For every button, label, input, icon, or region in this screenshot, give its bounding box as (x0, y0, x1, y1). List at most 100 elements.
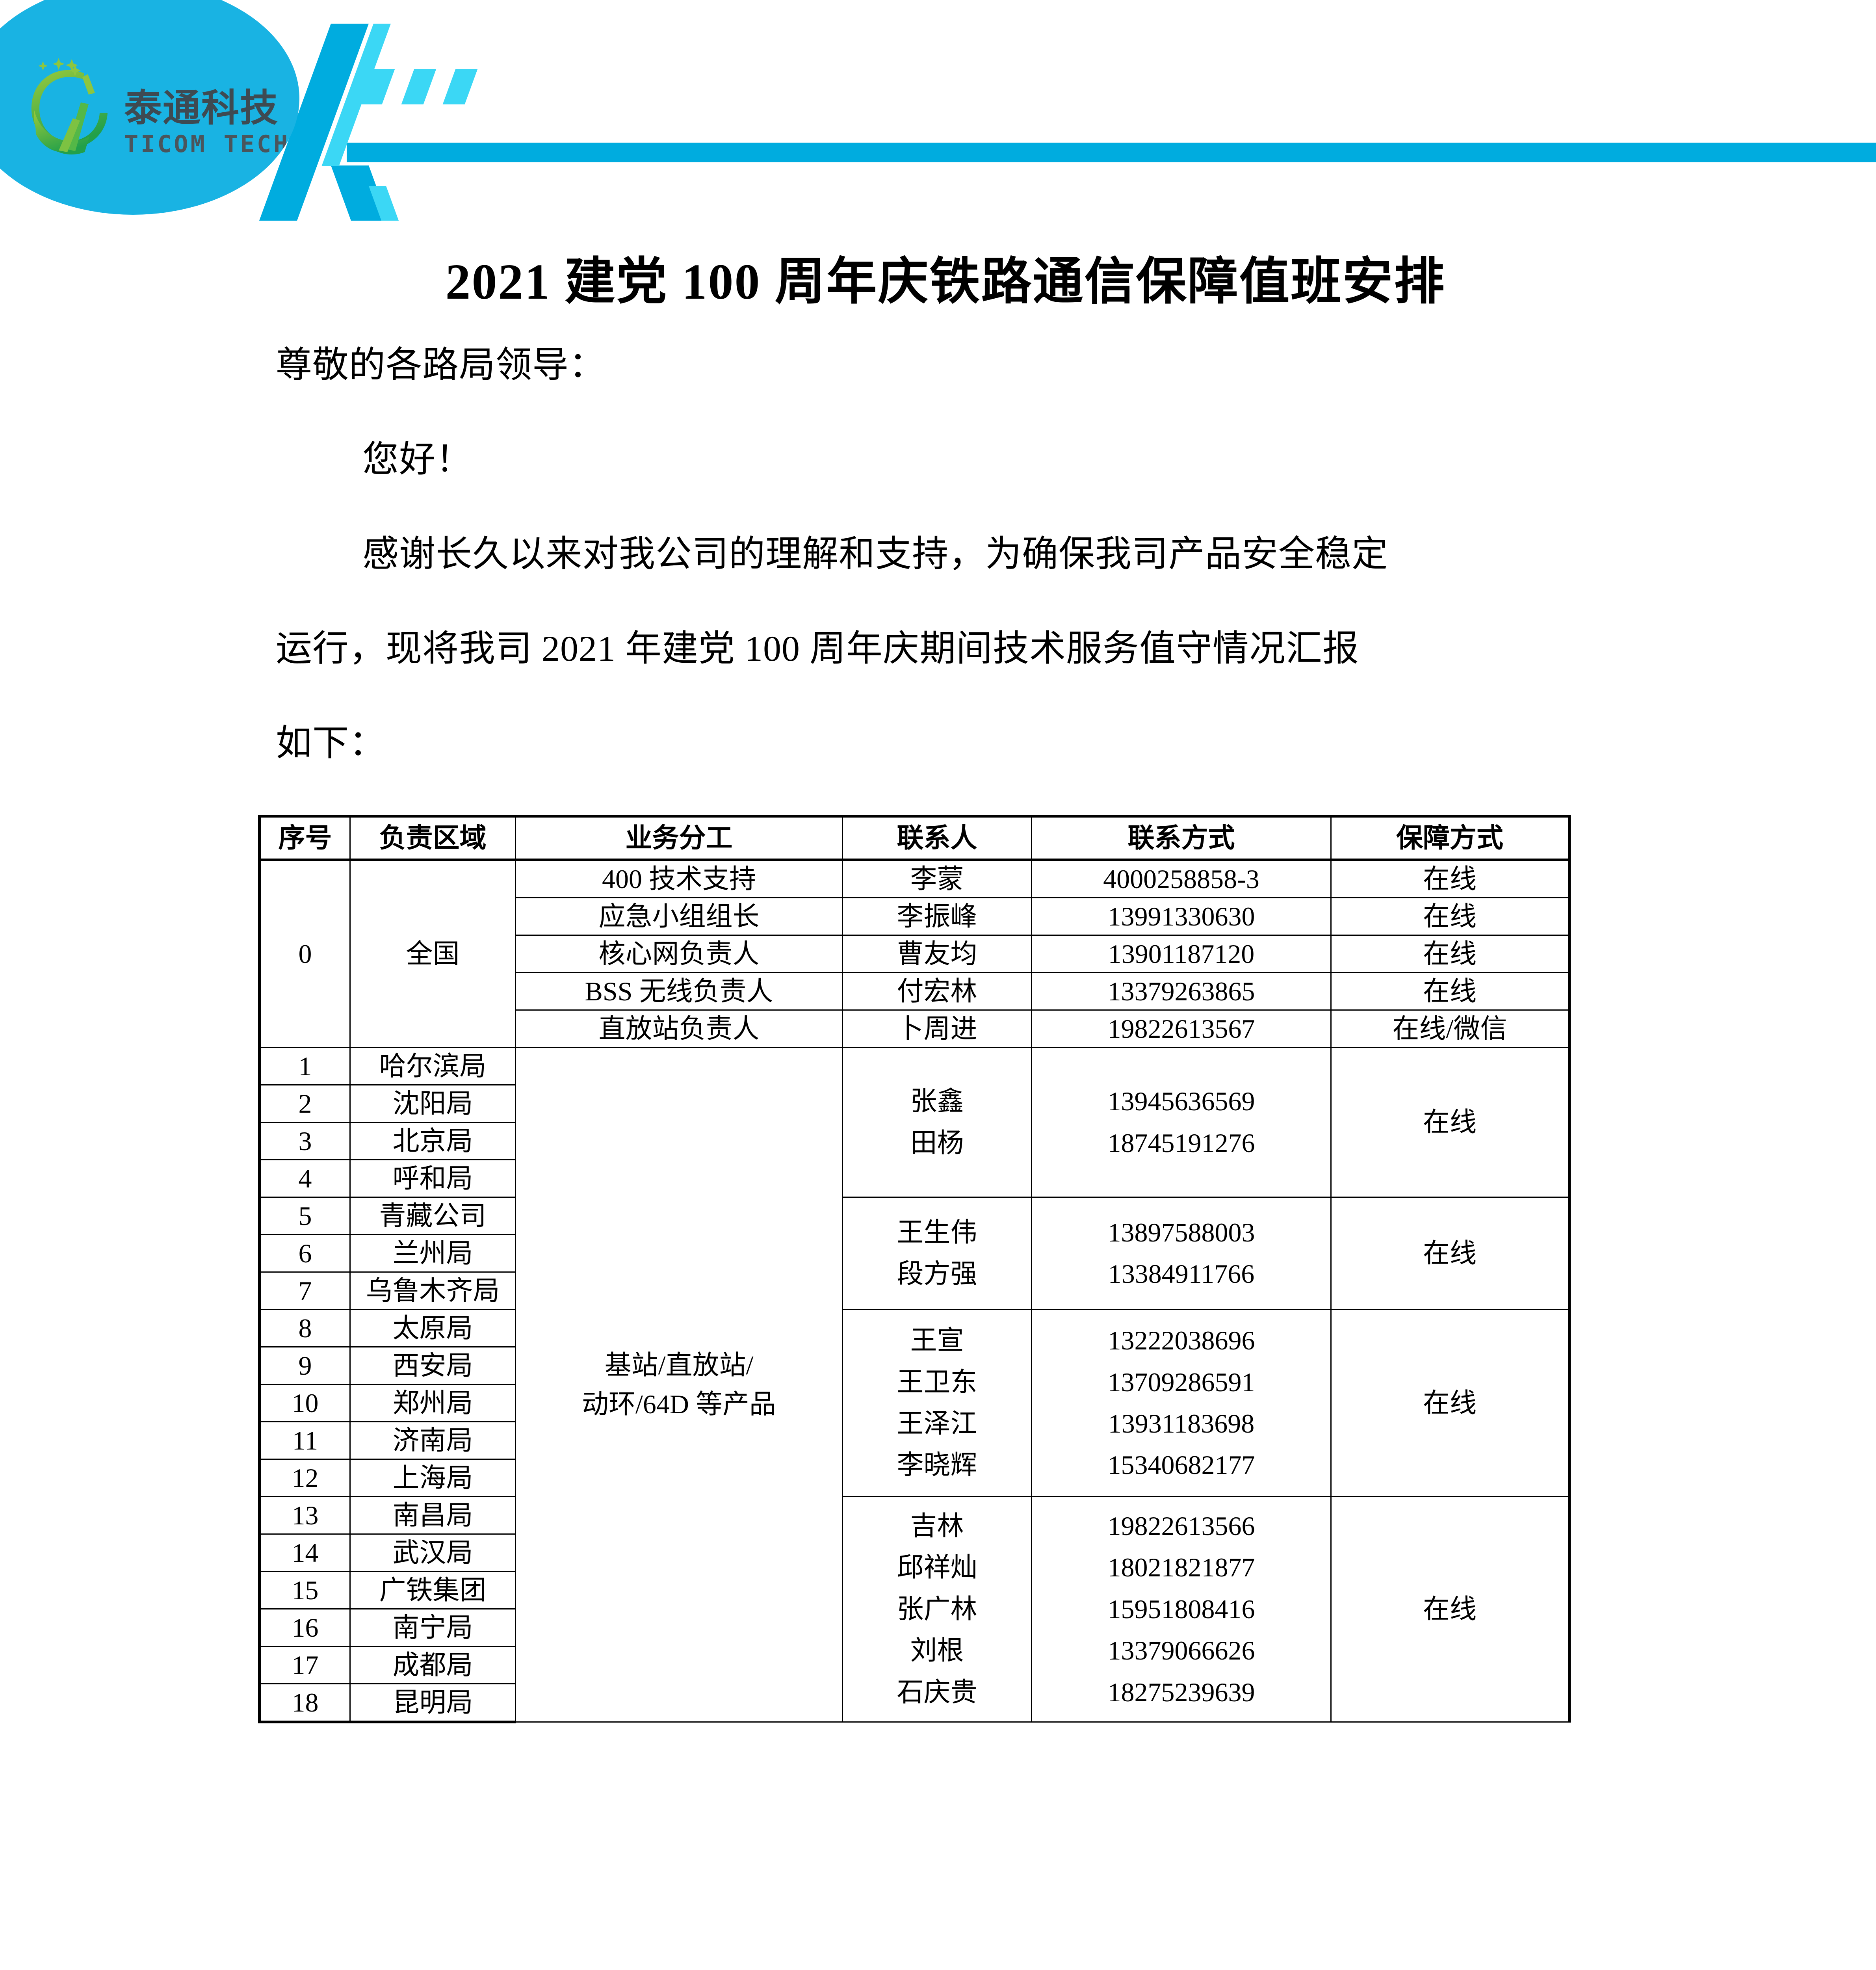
table-row: 17 成都局 (258, 1646, 1570, 1684)
logo-contents: 泰通科技 TICOM TECH (26, 55, 288, 173)
contact-phone: 18745191276 (1107, 1128, 1255, 1158)
cell-name-group: 张鑫 田杨 (842, 1047, 1032, 1198)
cell-biz-regional: 基站/直放站/ 动环/64D 等产品 (515, 1047, 843, 1723)
cell-phone-group: 13897588003 13384911766 (1031, 1197, 1332, 1310)
contact-name: 刘根 (910, 1635, 964, 1666)
header-horizontal-rule (347, 143, 1876, 162)
cell-seq: 3 (258, 1122, 351, 1160)
cell-biz-line-1: 基站/直放站/ (604, 1350, 754, 1380)
contact-phone: 13384911766 (1108, 1259, 1255, 1289)
cell-phone-group: 13945636569 18745191276 (1031, 1047, 1332, 1198)
col-header-mode: 保障方式 (1330, 815, 1571, 861)
cell-mode: 在线 (1330, 972, 1571, 1011)
contact-phone: 13897588003 (1107, 1217, 1255, 1247)
table-row: 3 北京局 (258, 1122, 1570, 1160)
cell-phone: 19822613567 (1031, 1009, 1332, 1048)
table-row: 4 呼和局 (258, 1159, 1570, 1198)
contact-phone: 13379066626 (1107, 1635, 1255, 1666)
contact-phone: 13945636569 (1107, 1086, 1255, 1117)
contact-name: 段方强 (897, 1259, 977, 1289)
cell-seq: 6 (258, 1234, 351, 1273)
cell-seq: 0 (258, 859, 351, 1048)
cell-seq: 16 (258, 1608, 351, 1647)
table-row: BSS 无线负责人 付宏林 13379263865 在线 (260, 972, 1571, 1011)
logo-wordmark: 泰通科技 TICOM TECH (124, 86, 288, 156)
cell-area: 青藏公司 (349, 1197, 516, 1235)
contact-name: 王生伟 (897, 1217, 977, 1247)
table-row: 11 济南局 (258, 1421, 1570, 1460)
cell-area: 呼和局 (349, 1159, 516, 1198)
cell-name: 李蒙 (842, 859, 1032, 898)
contact-name: 张广林 (897, 1594, 977, 1624)
cell-area: 郑州局 (349, 1384, 516, 1422)
cell-biz: 应急小组组长 (515, 897, 843, 936)
table-row: 14 武汉局 (258, 1533, 1570, 1572)
table-row: 15 广铁集团 (258, 1571, 1570, 1609)
contact-name: 石庆贵 (897, 1677, 977, 1707)
table-row: 10 郑州局 (258, 1384, 1570, 1422)
cell-phone-group: 13222038696 13709286591 13931183698 1534… (1031, 1309, 1332, 1497)
table-row: 7 乌鲁木齐局 (258, 1271, 1570, 1310)
contact-name: 王卫东 (897, 1367, 977, 1397)
table-row: 直放站负责人 卜周进 19822613567 在线/微信 (260, 1009, 1571, 1048)
table-row: 2 沈阳局 (258, 1084, 1570, 1123)
cell-mode: 在线 (1330, 897, 1571, 936)
contact-name: 王宣 (910, 1325, 964, 1356)
cell-seq: 5 (258, 1197, 351, 1235)
contact-name: 田杨 (910, 1128, 964, 1158)
table-row: 1 哈尔滨局 基站/直放站/ 动环/64D 等产品 张鑫 田杨 13945636… (258, 1047, 1571, 1723)
cell-mode: 在线 (1330, 1309, 1571, 1497)
header-decoration (0, 0, 1876, 221)
cell-name: 曹友均 (842, 935, 1032, 973)
body-line-2: 运行，现将我司 2021 年建党 100 周年庆期间技术服务值守情况汇报 (276, 628, 1360, 669)
table-row: 0 全国 400 技术支持 李蒙 4000258858-3 在线 (258, 859, 1571, 1048)
cell-area: 北京局 (349, 1122, 516, 1160)
cell-name-group: 王宣 王卫东 王泽江 李晓辉 (842, 1309, 1032, 1497)
logo-chinese-name: 泰通科技 (124, 86, 279, 130)
cell-biz: 400 技术支持 (515, 859, 843, 898)
table-row: 核心网负责人 曹友均 13901187120 在线 (260, 935, 1571, 973)
cell-area: 兰州局 (349, 1234, 516, 1273)
cell-area: 太原局 (349, 1309, 516, 1347)
contact-phone: 13709286591 (1107, 1367, 1255, 1397)
table-row: 18 昆明局 (258, 1683, 1570, 1723)
cell-seq: 15 (258, 1571, 351, 1609)
cell-seq: 8 (258, 1309, 351, 1347)
ticom-globe-sprout-logo-icon (31, 58, 108, 155)
contact-phone: 18275239639 (1107, 1677, 1255, 1707)
cell-seq: 7 (258, 1271, 351, 1310)
cell-area: 成都局 (349, 1646, 516, 1684)
cell-biz-line-2: 动环/64D 等产品 (581, 1389, 776, 1419)
body-line-1: 感谢长久以来对我公司的理解和支持，为确保我司产品安全稳定 (362, 534, 1389, 574)
col-header-biz: 业务分工 (515, 815, 843, 861)
table-row: 9 西安局 (258, 1346, 1570, 1385)
table-row: 应急小组组长 李振峰 13991330630 在线 (260, 897, 1571, 936)
cell-biz: BSS 无线负责人 (515, 972, 843, 1011)
page-title: 2021 建党 100 周年庆铁路通信保障值班安排 (445, 254, 1446, 310)
cell-seq: 13 (258, 1496, 351, 1535)
col-header-phone: 联系方式 (1031, 815, 1332, 861)
cell-area: 济南局 (349, 1421, 516, 1460)
cell-name: 付宏林 (842, 972, 1032, 1011)
cell-phone: 4000258858-3 (1031, 859, 1332, 898)
cell-seq: 11 (258, 1421, 351, 1460)
cell-area: 乌鲁木齐局 (349, 1271, 516, 1310)
cell-seq: 4 (258, 1159, 351, 1198)
table-row: 5 青藏公司 王生伟 段方强 13897588003 13384911766 在… (258, 1197, 1571, 1310)
duty-schedule-table: 序号 负责区域 业务分工 联系人 联系方式 保障方式 0 全国 400 技术支持… (258, 815, 1571, 1723)
cell-area: 昆明局 (349, 1683, 516, 1723)
col-header-name: 联系人 (842, 815, 1032, 861)
contact-name: 李晓辉 (897, 1450, 977, 1480)
company-logo-badge: 泰通科技 TICOM TECH (0, 0, 299, 215)
cell-area: 全国 (349, 859, 516, 1048)
contact-name: 王泽江 (897, 1409, 977, 1438)
table-row: 16 南宁局 (258, 1608, 1570, 1647)
cell-mode: 在线/微信 (1330, 1009, 1571, 1048)
cell-seq: 17 (258, 1646, 351, 1684)
table-row: 6 兰州局 (258, 1234, 1570, 1273)
cell-area: 广铁集团 (349, 1571, 516, 1609)
contact-phone: 18021821877 (1107, 1552, 1255, 1583)
contact-name: 吉林 (910, 1511, 964, 1541)
contact-phone: 19822613566 (1107, 1511, 1255, 1541)
